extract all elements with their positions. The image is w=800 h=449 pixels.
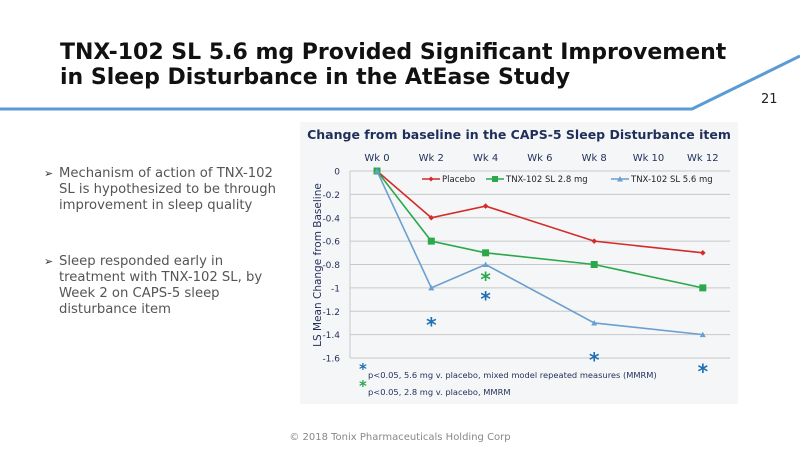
y-axis-label: LS Mean Change from Baseline <box>312 183 324 347</box>
data-point-triangle <box>591 319 598 326</box>
legend: Placebo TNX-102 SL 2.8 mg TNX-102 SL 5.6 m… <box>422 175 713 185</box>
y-tick-label: 0 <box>334 168 340 178</box>
data-point-diamond <box>591 238 597 244</box>
significance-markers: *** ** <box>426 267 709 383</box>
x-tick-labels: Wk 0 Wk 2 Wk 4 Wk 6 Wk 8 Wk 10 Wk 12 <box>364 153 718 164</box>
bullet-item: ➢ Sleep responded early in treatment wit… <box>44 254 284 318</box>
bullet-list: ➢ Mechanism of action of TNX-102 SL is h… <box>44 166 284 358</box>
y-tick-label: -0.8 <box>322 261 340 271</box>
x-tick-label: Wk 4 <box>473 153 498 164</box>
y-tick-label: -0.2 <box>322 191 340 201</box>
x-tick-label: Wk 2 <box>419 153 444 164</box>
y-tick-label: -1.4 <box>322 331 340 341</box>
legend-label: Placebo <box>442 175 475 185</box>
footnote-star: * <box>359 360 367 378</box>
significance-star: * <box>698 360 709 384</box>
title-line-1: TNX-102 SL 5.6 mg Provided Significant I… <box>60 40 727 65</box>
data-point-triangle <box>428 284 435 291</box>
chart-title: Change from baseline in the CAPS-5 Sleep… <box>307 127 731 142</box>
arrowhead-bullet-icon: ➢ <box>44 167 54 180</box>
chart-panel: Change from baseline in the CAPS-5 Sleep… <box>300 122 738 404</box>
footnote: * p<0.05, 2.8 mg v. placebo, MMRM <box>359 377 511 397</box>
bullet-text: Sleep responded early in treatment with … <box>59 254 263 317</box>
data-point-diamond <box>482 203 489 209</box>
footnote-text: p<0.05, 2.8 mg v. placebo, MMRM <box>368 387 511 397</box>
series-line <box>376 170 703 289</box>
footnote-text: p<0.05, 5.6 mg v. placebo, mixed model r… <box>368 370 657 380</box>
legend-marker-triangle <box>617 176 623 182</box>
legend-marker-diamond <box>428 176 434 182</box>
data-point-triangle <box>374 168 380 174</box>
legend-label: TNX-102 SL 5.6 mg <box>630 175 713 185</box>
data-point-square <box>590 261 598 268</box>
data-point-triangle <box>699 331 706 338</box>
footnote-star: * <box>359 377 367 395</box>
significance-star: * <box>480 267 491 291</box>
series-tnx-102-sl-5-6-mg <box>374 168 706 338</box>
bullet-text: Mechanism of action of TNX-102 SL is hyp… <box>59 166 276 213</box>
series-lines <box>373 167 707 338</box>
y-tick-label: -1 <box>331 284 340 294</box>
legend-item: TNX-102 SL 2.8 mg <box>486 175 588 185</box>
title-line-2: in Sleep Disturbance in the AtEase Study <box>60 65 571 90</box>
y-tick-labels: 0 -0.2 -0.4 -0.6 -0.8 -1 -1.2 -1.4 -1.6 <box>322 168 340 365</box>
significance-star: * <box>480 287 491 311</box>
series-line <box>376 170 703 336</box>
x-tick-label: Wk 0 <box>364 153 389 164</box>
y-tick-label: -1.6 <box>322 355 340 365</box>
gridlines <box>349 170 730 359</box>
copyright-footer: © 2018 Tonix Pharmaceuticals Holding Cor… <box>289 432 511 443</box>
x-tick-label: Wk 12 <box>687 153 719 164</box>
bullet-item: ➢ Mechanism of action of TNX-102 SL is h… <box>44 166 284 214</box>
data-point-diamond <box>428 214 435 221</box>
y-tick-label: -0.6 <box>322 238 340 248</box>
x-tick-label: Wk 6 <box>527 153 552 164</box>
x-tick-label: Wk 10 <box>633 153 665 164</box>
footnotes: * p<0.05, 5.6 mg v. placebo, mixed model … <box>359 360 657 397</box>
legend-label: TNX-102 SL 2.8 mg <box>505 175 588 185</box>
y-tick-label: -0.4 <box>322 214 340 224</box>
data-point-square <box>699 284 707 292</box>
legend-marker-square <box>492 176 498 182</box>
data-point-square <box>427 237 435 245</box>
significance-star: * <box>589 348 600 372</box>
page-number: 21 <box>761 92 778 107</box>
arrowhead-bullet-icon: ➢ <box>44 255 54 268</box>
significance-star: * <box>426 313 437 337</box>
legend-item: Placebo <box>422 175 475 185</box>
data-point-square <box>482 249 490 257</box>
y-tick-label: -1.2 <box>322 308 340 318</box>
data-point-triangle <box>482 261 489 267</box>
line-chart: Change from baseline in the CAPS-5 Sleep… <box>307 127 731 397</box>
x-tick-label: Wk 8 <box>582 153 607 164</box>
page-title: TNX-102 SL 5.6 mg Provided Significant I… <box>60 40 780 90</box>
footnote: * p<0.05, 5.6 mg v. placebo, mixed model … <box>359 360 657 380</box>
legend-item: TNX-102 SL 5.6 mg <box>611 175 713 185</box>
data-point-diamond <box>700 250 706 256</box>
